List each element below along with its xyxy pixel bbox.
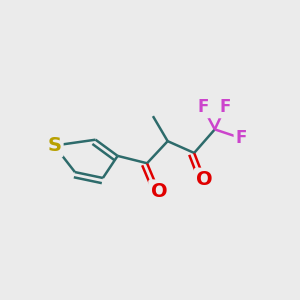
Text: F: F <box>219 98 231 116</box>
Text: O: O <box>196 170 213 189</box>
Text: F: F <box>197 98 209 116</box>
Text: F: F <box>236 129 247 147</box>
Text: S: S <box>47 136 61 155</box>
Text: O: O <box>151 182 167 201</box>
